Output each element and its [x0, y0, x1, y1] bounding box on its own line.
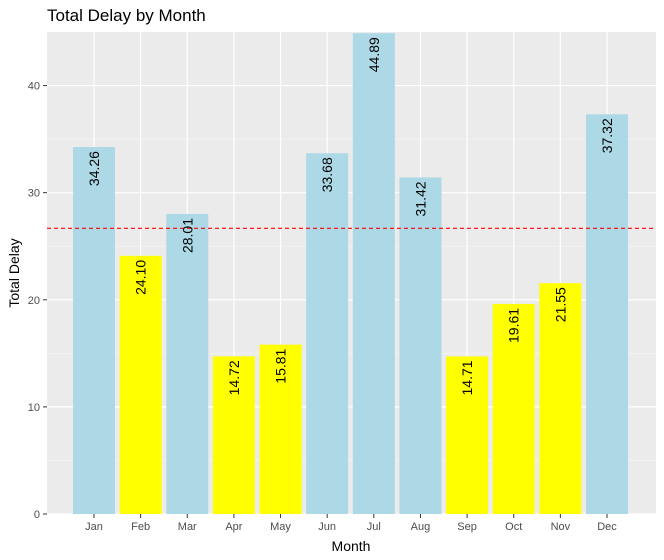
x-tick-label: Aug: [411, 521, 431, 533]
x-tick-label: Mar: [178, 521, 197, 533]
bar-nov: [539, 283, 582, 514]
y-tick-label: 0: [34, 509, 40, 521]
x-tick-label: Jun: [318, 521, 336, 533]
bar-oct: [492, 303, 535, 514]
x-tick-label: Jul: [367, 521, 381, 533]
x-tick-label: Dec: [597, 521, 617, 533]
bar-mar: [166, 213, 209, 514]
bar-jul: [352, 33, 395, 514]
x-tick-label: Jan: [85, 521, 103, 533]
x-tick-label: Apr: [225, 521, 242, 533]
y-tick-label: 40: [28, 81, 40, 93]
x-axis-title: Month: [332, 538, 371, 554]
bar-may: [259, 344, 302, 514]
bar-value-label: 31.42: [412, 181, 428, 216]
bar-aug: [399, 177, 442, 514]
bar-value-label: 44.89: [366, 37, 382, 72]
x-tick-label: Nov: [551, 521, 571, 533]
chart-title: Total Delay by Month: [47, 6, 206, 25]
y-tick-label: 10: [28, 402, 40, 414]
bar-value-label: 24.10: [133, 260, 149, 295]
bar-apr: [212, 356, 255, 514]
bar-value-label: 34.26: [86, 151, 102, 186]
x-tick-label: Feb: [131, 521, 150, 533]
y-axis-title: Total Delay: [6, 238, 22, 307]
bar-value-label: 15.81: [273, 348, 289, 383]
bar-feb: [119, 255, 162, 514]
bar-value-label: 28.01: [179, 218, 195, 253]
bar-value-label: 21.55: [552, 287, 568, 322]
bar-value-label: 14.72: [226, 360, 242, 395]
bar-sep: [446, 356, 489, 514]
bar-value-label: 37.32: [599, 118, 615, 153]
bar-value-label: 14.71: [459, 360, 475, 395]
bar-dec: [586, 114, 628, 515]
bars: [73, 33, 628, 515]
y-axis: 0 10 20 30 40: [28, 81, 47, 521]
y-tick-label: 20: [28, 295, 40, 307]
bar-value-label: 33.68: [319, 157, 335, 192]
bar-value-label: 19.61: [506, 308, 522, 343]
x-tick-label: May: [270, 521, 291, 533]
x-tick-label: Oct: [505, 521, 522, 533]
bar-value-labels: 34.26 24.10 28.01 14.72 15.81 33.68 44.89 31.42…: [86, 37, 615, 396]
x-tick-label: Sep: [457, 521, 477, 533]
bar-jun: [306, 153, 349, 515]
bar-jan: [73, 147, 115, 514]
y-tick-label: 30: [28, 188, 40, 200]
x-axis: Jan Feb Mar Apr May Jun Jul Aug Sep Oct Nov Dec: [85, 514, 617, 533]
